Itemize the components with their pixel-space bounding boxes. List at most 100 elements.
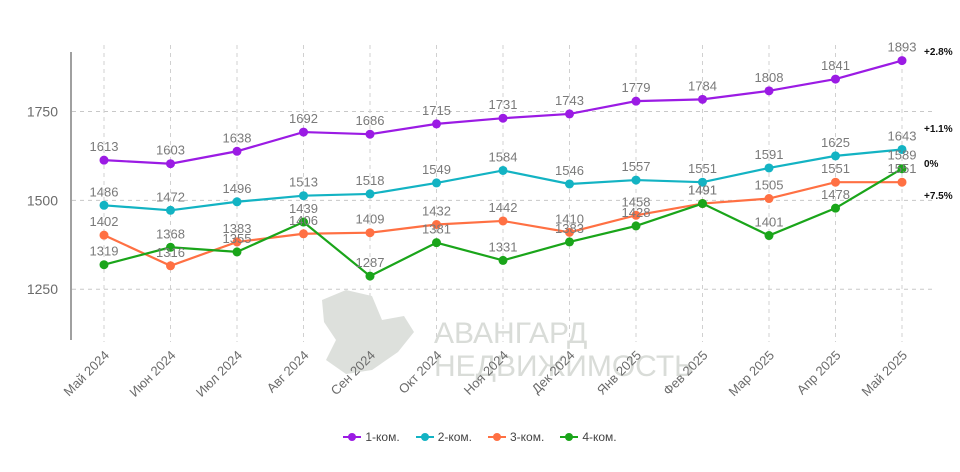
data-point	[698, 199, 707, 209]
x-tick-label: Июн 2024	[126, 348, 178, 400]
data-label: 1692	[289, 111, 318, 126]
legend-item[interactable]: 4-ком.	[560, 430, 617, 444]
data-point	[299, 217, 308, 227]
data-label: 1841	[821, 58, 850, 73]
data-label: 1442	[489, 200, 518, 215]
data-label: 1319	[90, 244, 119, 259]
data-point	[631, 210, 641, 220]
data-labels: 1613 1603 1638 1692 1686 1715 1731 1743 1779 1784…	[90, 40, 953, 270]
data-point	[631, 96, 641, 106]
data-label: 1478	[821, 187, 850, 202]
data-label: 1496	[223, 181, 252, 196]
data-label: 1410	[555, 211, 584, 226]
data-label: 1638	[223, 130, 252, 145]
data-point	[99, 230, 109, 240]
data-label: 1518	[356, 173, 385, 188]
data-label: 1557	[622, 159, 651, 174]
data-point	[232, 237, 242, 247]
horse-logo-icon	[322, 290, 414, 374]
data-label: 1715	[422, 103, 451, 118]
data-point	[498, 165, 508, 175]
legend-swatch-icon	[415, 432, 434, 442]
data-point	[299, 229, 308, 239]
data-point	[432, 119, 441, 129]
data-label: 1551	[688, 161, 717, 176]
x-tick-label: Май 2024	[61, 348, 113, 400]
data-label: 1551	[821, 161, 850, 176]
data-point	[764, 231, 774, 241]
legend-label: 2-ком.	[437, 430, 472, 444]
data-label: 1505	[755, 178, 784, 193]
legend-label: 1-ком.	[365, 430, 400, 444]
data-point	[365, 189, 375, 199]
data-point	[232, 197, 242, 207]
y-tick-label: 1500	[27, 192, 58, 208]
data-label: 1491	[688, 183, 717, 198]
data-point	[631, 175, 641, 185]
data-label: 1603	[156, 143, 185, 158]
data-label: 1513	[289, 175, 318, 190]
data-point	[631, 221, 641, 231]
data-label: 1383	[555, 221, 584, 236]
data-point	[166, 261, 175, 271]
data-label: 1486	[90, 184, 119, 199]
data-label: 1355	[223, 231, 252, 246]
data-point	[698, 94, 707, 104]
data-label: 1731	[489, 97, 518, 112]
y-tick-label: 1250	[27, 281, 58, 297]
change-annotation: +2.8%	[924, 47, 953, 58]
data-label: 1401	[755, 215, 784, 230]
data-label: 1287	[356, 255, 385, 270]
x-tick-label: Июл 2024	[193, 348, 245, 400]
x-tick-label: Мар 2025	[726, 348, 778, 400]
data-point	[365, 228, 375, 238]
data-point	[764, 163, 774, 173]
data-label: 1686	[356, 113, 385, 128]
data-label: 1613	[90, 139, 119, 154]
data-label: 1409	[356, 212, 385, 227]
legend: 1-ком. 2-ком. 3-ком. 4-ком.	[0, 430, 960, 444]
data-label: 1406	[289, 213, 318, 228]
legend-item[interactable]: 3-ком.	[488, 430, 544, 444]
x-tick-label: Авг 2024	[264, 348, 312, 396]
data-label: 1428	[622, 205, 651, 220]
data-point	[764, 86, 774, 96]
data-point	[432, 178, 441, 188]
data-point	[432, 238, 441, 248]
data-label: 1808	[755, 70, 784, 85]
data-point	[831, 151, 840, 161]
data-point	[498, 113, 508, 123]
change-annotation: +1.1%	[924, 124, 953, 135]
data-point	[831, 74, 840, 84]
data-point	[897, 177, 907, 187]
data-label: 1643	[888, 128, 917, 143]
legend-swatch-icon	[560, 432, 579, 442]
data-point	[99, 260, 109, 270]
legend-item[interactable]: 1-ком.	[343, 430, 400, 444]
data-label: 1331	[489, 239, 518, 254]
data-label: 1546	[555, 163, 584, 178]
data-point	[565, 179, 574, 189]
data-point	[831, 203, 840, 213]
data-label: 1589	[888, 148, 917, 163]
watermark-text-line1: АВАНГАРД	[434, 317, 587, 350]
data-point	[698, 177, 707, 187]
data-point	[99, 155, 109, 165]
data-label: 1549	[422, 162, 451, 177]
data-point	[897, 144, 907, 154]
data-point	[897, 164, 907, 174]
data-label: 1458	[622, 194, 651, 209]
data-label: 1472	[156, 189, 185, 204]
data-point	[365, 271, 375, 281]
change-annotation: 0%	[924, 159, 939, 170]
legend-item[interactable]: 2-ком.	[415, 430, 472, 444]
data-label: 1584	[489, 149, 518, 164]
legend-swatch-icon	[343, 432, 362, 442]
data-point	[299, 191, 308, 201]
x-tick-label: Май 2025	[859, 348, 911, 400]
data-label: 1779	[622, 80, 651, 95]
data-point	[831, 177, 840, 187]
data-point	[166, 205, 175, 215]
change-annotation: +7.5%	[924, 191, 953, 202]
